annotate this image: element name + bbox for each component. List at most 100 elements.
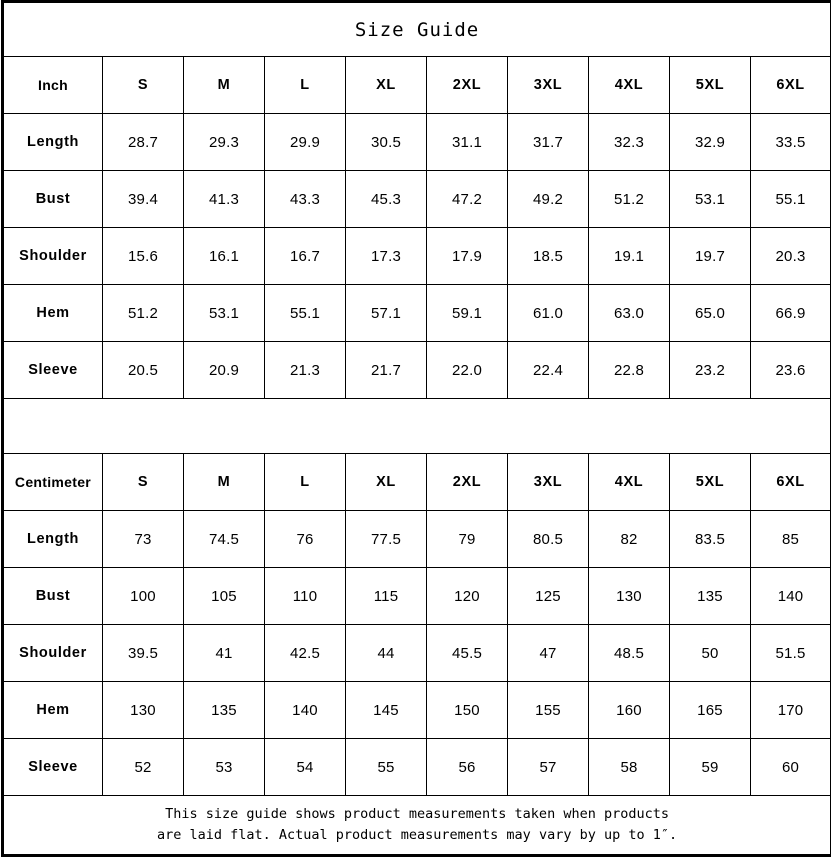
measurement-value-cell: 57.1 bbox=[346, 285, 427, 342]
size-header-cell: 5XL bbox=[670, 454, 751, 511]
measurement-value-cell: 19.7 bbox=[670, 228, 751, 285]
measurement-value-cell: 52 bbox=[103, 739, 184, 796]
measurement-value-cell: 23.6 bbox=[751, 342, 831, 399]
footer-note-row: This size guide shows product measuremen… bbox=[3, 796, 831, 856]
measurement-value-cell: 32.3 bbox=[589, 114, 670, 171]
measurement-value-cell: 150 bbox=[427, 682, 508, 739]
measurement-value-cell: 20.3 bbox=[751, 228, 831, 285]
measurement-value-cell: 105 bbox=[184, 568, 265, 625]
measurement-value-cell: 74.5 bbox=[184, 511, 265, 568]
measurement-value-cell: 125 bbox=[508, 568, 589, 625]
size-header-cell: 2XL bbox=[427, 454, 508, 511]
measurement-value-cell: 115 bbox=[346, 568, 427, 625]
measurement-value-cell: 79 bbox=[427, 511, 508, 568]
measurement-value-cell: 31.1 bbox=[427, 114, 508, 171]
measurement-value-cell: 21.7 bbox=[346, 342, 427, 399]
measurement-label-cell: Hem bbox=[3, 285, 103, 342]
measurement-value-cell: 160 bbox=[589, 682, 670, 739]
measurement-value-cell: 41.3 bbox=[184, 171, 265, 228]
measurement-label-cell: Length bbox=[3, 511, 103, 568]
measurement-label-cell: Bust bbox=[3, 171, 103, 228]
measurement-value-cell: 135 bbox=[184, 682, 265, 739]
size-header-cell: 3XL bbox=[508, 454, 589, 511]
table-spacer-row bbox=[3, 399, 831, 454]
measurement-value-cell: 140 bbox=[751, 568, 831, 625]
unit-header-cell: Inch bbox=[3, 57, 103, 114]
measurement-value-cell: 17.9 bbox=[427, 228, 508, 285]
measurement-value-cell: 65.0 bbox=[670, 285, 751, 342]
measurement-value-cell: 21.3 bbox=[265, 342, 346, 399]
measurement-value-cell: 29.3 bbox=[184, 114, 265, 171]
measurement-value-cell: 50 bbox=[670, 625, 751, 682]
size-header-cell: S bbox=[103, 57, 184, 114]
measurement-value-cell: 22.4 bbox=[508, 342, 589, 399]
size-header-cell: 5XL bbox=[670, 57, 751, 114]
measurement-value-cell: 47 bbox=[508, 625, 589, 682]
measurement-value-cell: 53.1 bbox=[670, 171, 751, 228]
measurement-value-cell: 120 bbox=[427, 568, 508, 625]
measurement-value-cell: 20.5 bbox=[103, 342, 184, 399]
size-header-cell: 6XL bbox=[751, 454, 831, 511]
unit-header-cell: Centimeter bbox=[3, 454, 103, 511]
footer-note: This size guide shows product measuremen… bbox=[3, 796, 831, 856]
size-header-cell: S bbox=[103, 454, 184, 511]
measurement-value-cell: 45.5 bbox=[427, 625, 508, 682]
measurement-value-cell: 130 bbox=[589, 568, 670, 625]
measurement-label-cell: Hem bbox=[3, 682, 103, 739]
measurement-value-cell: 100 bbox=[103, 568, 184, 625]
measurement-value-cell: 20.9 bbox=[184, 342, 265, 399]
measurement-value-cell: 51.2 bbox=[589, 171, 670, 228]
measurement-value-cell: 45.3 bbox=[346, 171, 427, 228]
size-header-cell: 4XL bbox=[589, 454, 670, 511]
measurement-value-cell: 18.5 bbox=[508, 228, 589, 285]
size-header-cell: XL bbox=[346, 454, 427, 511]
measurement-value-cell: 32.9 bbox=[670, 114, 751, 171]
measurement-value-cell: 82 bbox=[589, 511, 670, 568]
measurement-value-cell: 63.0 bbox=[589, 285, 670, 342]
size-header-cell: 4XL bbox=[589, 57, 670, 114]
measurement-value-cell: 55.1 bbox=[265, 285, 346, 342]
size-header-cell: L bbox=[265, 454, 346, 511]
measurement-value-cell: 130 bbox=[103, 682, 184, 739]
measurement-value-cell: 28.7 bbox=[103, 114, 184, 171]
measurement-value-cell: 31.7 bbox=[508, 114, 589, 171]
measurement-value-cell: 73 bbox=[103, 511, 184, 568]
size-header-cell: M bbox=[184, 57, 265, 114]
size-header-cell: 6XL bbox=[751, 57, 831, 114]
measurement-value-cell: 51.5 bbox=[751, 625, 831, 682]
table-spacer-cell bbox=[3, 399, 831, 454]
measurement-value-cell: 58 bbox=[589, 739, 670, 796]
measurement-value-cell: 17.3 bbox=[346, 228, 427, 285]
measurement-value-cell: 47.2 bbox=[427, 171, 508, 228]
measurement-value-cell: 39.4 bbox=[103, 171, 184, 228]
measurement-value-cell: 66.9 bbox=[751, 285, 831, 342]
measurement-value-cell: 61.0 bbox=[508, 285, 589, 342]
measurement-value-cell: 22.0 bbox=[427, 342, 508, 399]
measurement-value-cell: 170 bbox=[751, 682, 831, 739]
measurement-value-cell: 48.5 bbox=[589, 625, 670, 682]
measurement-value-cell: 56 bbox=[427, 739, 508, 796]
measurement-value-cell: 29.9 bbox=[265, 114, 346, 171]
measurement-value-cell: 55 bbox=[346, 739, 427, 796]
measurement-value-cell: 85 bbox=[751, 511, 831, 568]
measurement-value-cell: 59 bbox=[670, 739, 751, 796]
measurement-value-cell: 54 bbox=[265, 739, 346, 796]
measurement-value-cell: 16.1 bbox=[184, 228, 265, 285]
measurement-value-cell: 83.5 bbox=[670, 511, 751, 568]
measurement-value-cell: 60 bbox=[751, 739, 831, 796]
measurement-value-cell: 135 bbox=[670, 568, 751, 625]
measurement-value-cell: 23.2 bbox=[670, 342, 751, 399]
measurement-value-cell: 16.7 bbox=[265, 228, 346, 285]
